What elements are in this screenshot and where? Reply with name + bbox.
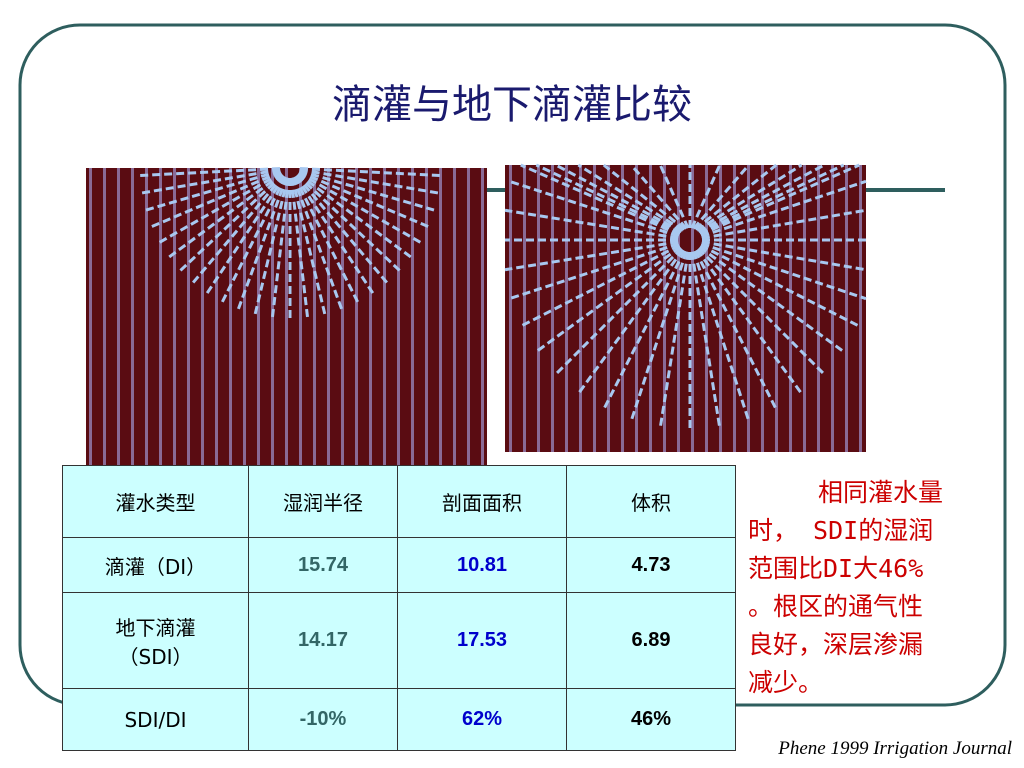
flow-vector — [692, 164, 750, 230]
flow-vector — [504, 208, 679, 240]
flow-vector — [554, 247, 683, 376]
table-cell: 46% — [566, 688, 736, 751]
flow-vector — [692, 250, 751, 422]
flow-vector — [577, 163, 684, 232]
flow-vector — [508, 179, 680, 238]
slide-title: 滴灌与地下滴灌比较 — [332, 82, 692, 128]
table-header: 灌水类型 — [62, 465, 249, 538]
flow-vector — [535, 163, 681, 235]
flow-vector — [694, 163, 778, 231]
note-line: 减少。 — [748, 668, 824, 697]
note-line: 良好，深层渗漏 — [748, 630, 924, 659]
flow-vector — [701, 240, 867, 272]
flow-vector — [699, 163, 845, 235]
table-header: 剖面面积 — [397, 465, 567, 538]
flow-vector — [700, 242, 867, 301]
table-cell: SDI/DI — [62, 688, 249, 751]
note-line: 范围比DI大46% — [748, 554, 924, 583]
table-header: 湿润半径 — [248, 465, 398, 538]
image-background — [505, 165, 866, 452]
flow-vector — [504, 240, 679, 272]
note-line: 时， SDI的湿润 — [748, 516, 934, 545]
table-cell: 10.81 — [397, 537, 567, 593]
flow-vector — [696, 163, 803, 232]
flow-image-di — [86, 167, 487, 465]
flow-vector — [697, 247, 826, 376]
table-cell: 14.17 — [248, 592, 398, 689]
flow-vector — [700, 244, 860, 328]
table-cell: 地下滴灌 （SDI） — [62, 592, 249, 689]
flow-vector — [690, 251, 722, 428]
table-cell: 4.73 — [566, 537, 736, 593]
flow-vector — [602, 250, 686, 410]
flow-vector — [658, 251, 690, 428]
table-cell: 15.74 — [248, 537, 398, 593]
table-cell: 滴灌（DI） — [62, 537, 249, 593]
flow-vector — [698, 245, 845, 353]
flow-vector — [700, 179, 867, 238]
flow-vector — [520, 244, 680, 328]
flow-vector — [701, 208, 867, 240]
table-cell: 6.89 — [566, 592, 736, 689]
note-text: 相同灌水量 时， SDI的湿润 范围比DI大46% 。根区的通气性 良好，深层渗… — [748, 474, 998, 702]
flow-vector — [630, 164, 688, 230]
flow-vector — [694, 250, 778, 410]
citation: Phene 1999 Irrigation Journal — [778, 738, 1012, 759]
note-line: 相同灌水量 — [818, 478, 944, 507]
table-cell: 62% — [397, 688, 567, 751]
table-header: 体积 — [566, 465, 736, 538]
flow-vector — [577, 248, 685, 395]
flow-vector — [629, 250, 688, 422]
flow-vector — [602, 163, 686, 231]
flow-vector — [695, 248, 803, 395]
flow-vector — [535, 245, 682, 353]
flow-image-sdi — [504, 163, 867, 452]
table-cell: -10% — [248, 688, 398, 751]
table-cell: 17.53 — [397, 592, 567, 689]
flow-vector — [508, 242, 680, 301]
comparison-table: 灌水类型 湿润半径 剖面面积 体积 滴灌（DI） 15.74 10.81 4.73 地下滴灌… — [62, 465, 736, 751]
flow-vector — [700, 163, 860, 236]
image-background — [86, 168, 487, 465]
note-line: 。根区的通气性 — [748, 592, 924, 621]
flow-vector — [520, 163, 680, 236]
